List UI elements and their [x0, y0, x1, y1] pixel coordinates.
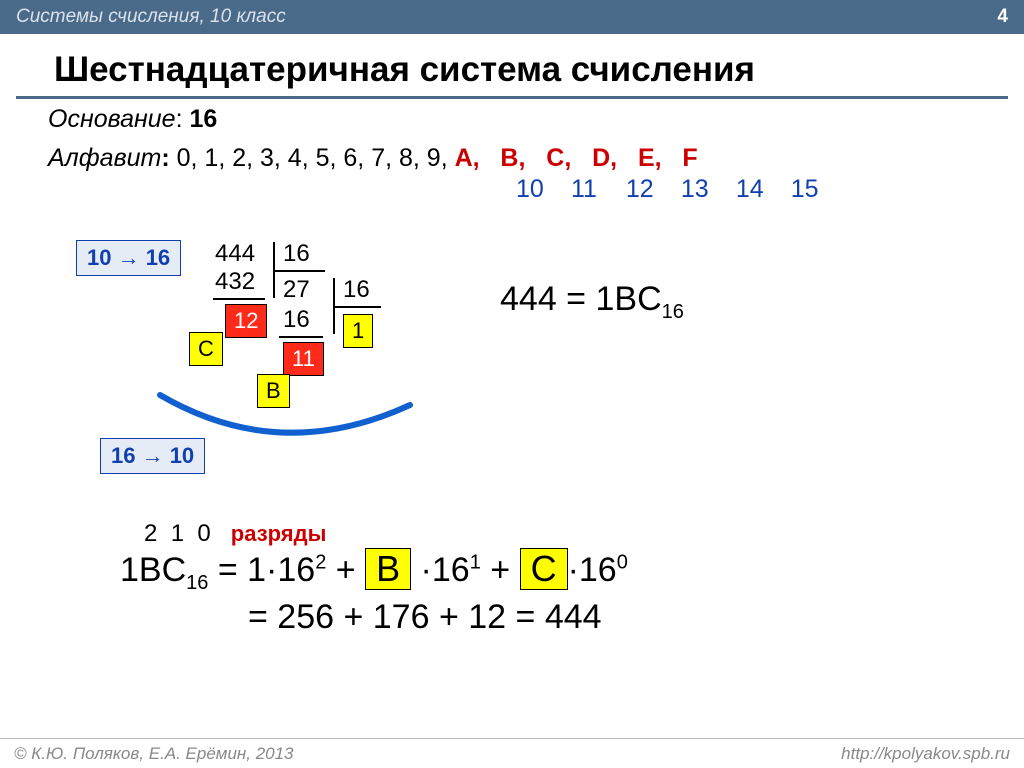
slide-number: 4 — [997, 6, 1008, 28]
under-10: 10 — [516, 175, 564, 204]
div-444: 444 — [215, 240, 255, 268]
calc-sub: 16 — [186, 572, 208, 594]
quotient-1: 1 — [343, 314, 373, 348]
badge-10-to-16: 10 → 16 — [76, 240, 181, 276]
under-12: 12 — [626, 175, 674, 204]
div-16b: 16 — [343, 276, 370, 304]
alphabet-digits: 0, 1, 2, 3, 4, 5, 6, 7, 8, 9, — [177, 144, 448, 172]
pos-label: разряды — [231, 521, 327, 546]
calc-line-2: = 256 + 176 + 12 = 444 — [248, 598, 1024, 637]
div-432: 432 — [215, 268, 255, 296]
calc-C: C — [520, 548, 568, 590]
calc-p1: 1 — [470, 552, 481, 574]
div-27: 27 — [283, 276, 310, 304]
calc-mid2: ·16 — [568, 551, 617, 589]
calc-plus2: + — [481, 551, 520, 589]
slide-footer: © К.Ю. Поляков, Е.А. Ерёмин, 2013 http:/… — [0, 738, 1024, 768]
footer-left: © К.Ю. Поляков, Е.А. Ерёмин, 2013 — [14, 744, 294, 764]
alphabet-label: Алфавит — [48, 144, 161, 172]
calc-B: B — [365, 548, 411, 590]
base-line: Основание: 16 — [0, 105, 1024, 134]
calc-p2: 2 — [315, 552, 326, 574]
alphabet-values: 10 11 12 13 14 15 — [0, 175, 1024, 204]
under-15: 15 — [791, 175, 831, 204]
digit-positions: 2 1 0 разряды — [144, 520, 326, 548]
long-division: 444 16 432 12 C 27 16 16 11 B 1 — [195, 240, 475, 470]
calc-line-1: 1BC16 = 1·162 + B ·161 + C·160 — [120, 548, 1000, 595]
result-text: 444 = 1BC — [500, 280, 662, 318]
slide-header: Системы счисления, 10 класс 4 — [0, 0, 1024, 34]
calc-mid1: ·16 — [411, 551, 470, 589]
result-sub: 16 — [662, 301, 684, 323]
base-label: Основание — [48, 105, 176, 133]
slide-title: Шестнадцатеричная система счисления — [16, 34, 1008, 99]
div-16a: 16 — [283, 240, 310, 268]
under-14: 14 — [736, 175, 784, 204]
pos-0: 0 — [197, 520, 210, 547]
div-16c: 16 — [283, 306, 310, 334]
base-value: 16 — [189, 105, 217, 133]
conversion-result: 444 = 1BC16 — [500, 280, 684, 324]
calc-eq: = 1·16 — [208, 551, 315, 589]
under-11: 11 — [571, 175, 619, 204]
pos-2: 2 — [144, 520, 157, 547]
footer-right: http://kpolyakov.spb.ru — [841, 744, 1010, 764]
calc-plus1: + — [326, 551, 365, 589]
badge-16-to-10: 16 → 10 — [100, 438, 205, 474]
alphabet-letters: A, B, C, D, E, F — [455, 144, 698, 172]
remainder-11: 11 — [283, 342, 324, 376]
calc-lhs: 1BC — [120, 551, 186, 589]
header-left: Системы счисления, 10 класс — [16, 6, 286, 28]
pos-1: 1 — [171, 520, 184, 547]
remainder-12: 12 — [225, 304, 267, 338]
under-13: 13 — [681, 175, 729, 204]
letter-C: C — [189, 332, 223, 366]
letter-B: B — [257, 374, 290, 408]
calc-p0: 0 — [617, 552, 628, 574]
alphabet-line: Алфавит: 0, 1, 2, 3, 4, 5, 6, 7, 8, 9, A… — [0, 144, 1024, 173]
